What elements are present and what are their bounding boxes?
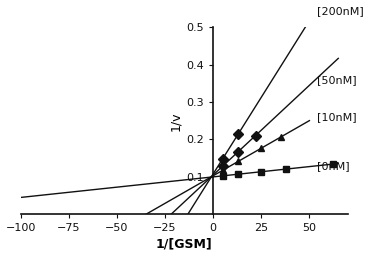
Text: [0nM]: [0nM] [317,161,350,171]
X-axis label: 1/[GSM]: 1/[GSM] [156,238,213,250]
Text: [50nM]: [50nM] [317,75,357,85]
Y-axis label: 1/v: 1/v [169,111,182,131]
Text: [10nM]: [10nM] [317,112,357,122]
Text: [200nM]: [200nM] [317,6,364,16]
